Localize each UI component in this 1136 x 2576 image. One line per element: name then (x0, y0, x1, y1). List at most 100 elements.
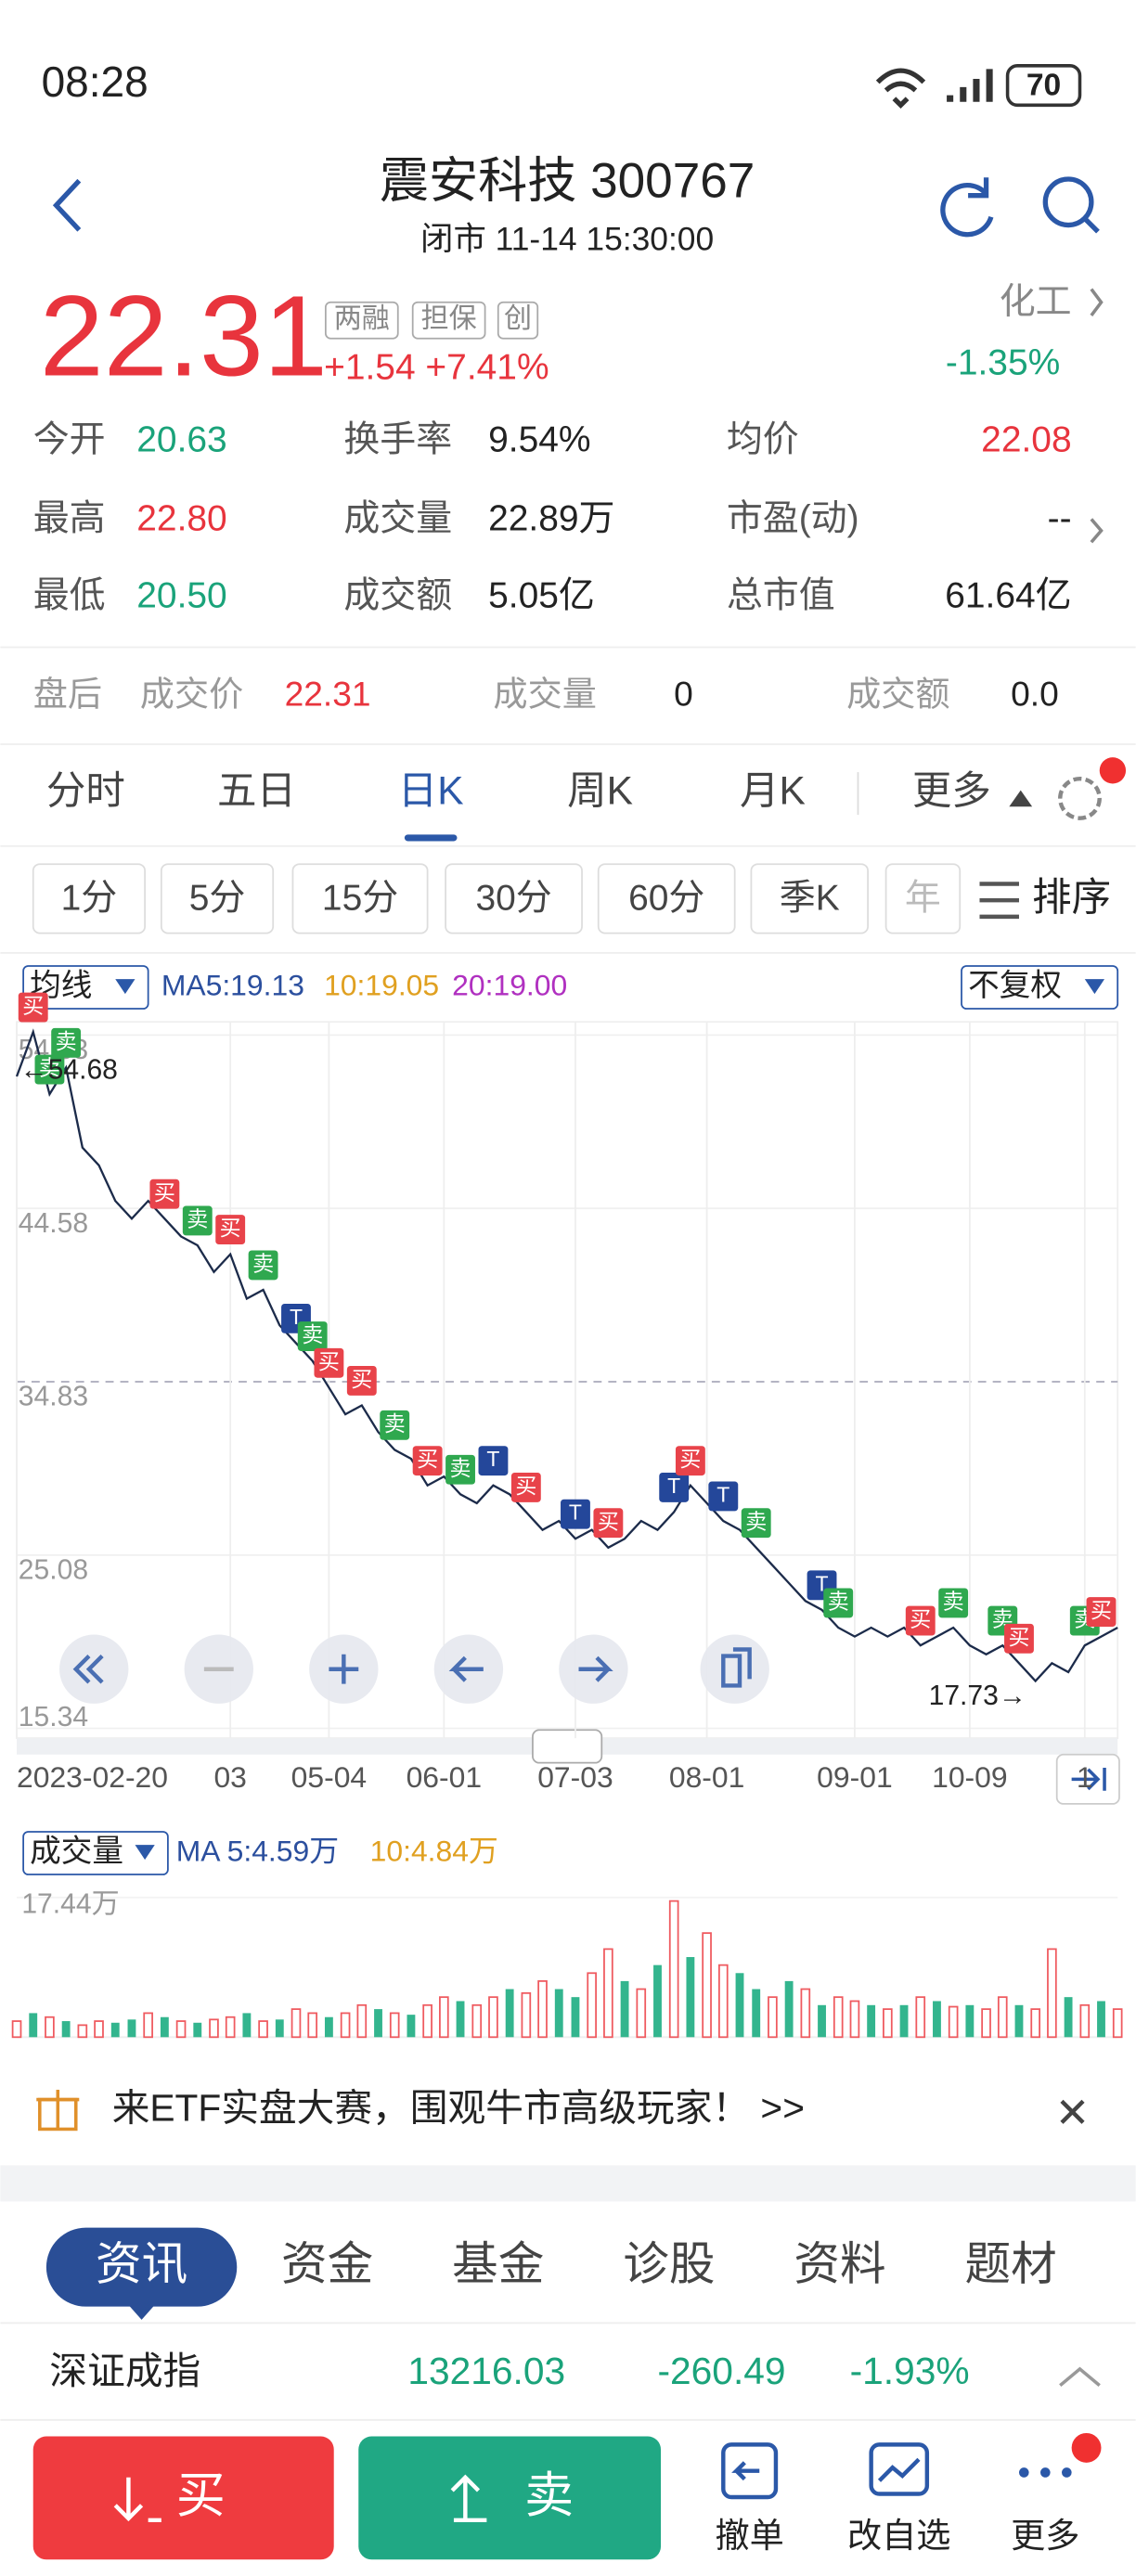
stat-value: 22.08 (981, 420, 1071, 460)
refresh-button[interactable] (940, 177, 994, 238)
trade-marker-label: 卖 (56, 1029, 77, 1053)
trade-marker (314, 1347, 344, 1378)
more-button[interactable]: 更多 (1011, 2516, 1079, 2555)
tab[interactable]: 更多 (912, 769, 991, 813)
trade-marker-label: 买 (1008, 1625, 1029, 1649)
back-button[interactable] (52, 178, 82, 232)
stats-chevron[interactable] (1090, 518, 1104, 544)
period-button[interactable] (884, 863, 962, 934)
volume-bar (997, 1996, 1008, 2039)
volume-bar (439, 1996, 449, 2039)
volume-bar (668, 1900, 679, 2039)
indicator-box[interactable] (22, 965, 149, 1010)
volume-bar (554, 1989, 563, 2038)
adjust-label: 不复权 (968, 968, 1062, 1003)
trade-marker (593, 1508, 624, 1539)
volume-bar (981, 2008, 991, 2039)
more-dot (1062, 2467, 1072, 2478)
banner[interactable] (0, 2061, 1136, 2164)
tab[interactable]: 月K (740, 769, 806, 813)
trade-marker-label: 卖 (450, 1456, 471, 1480)
trade-marker-label: 买 (515, 1474, 536, 1498)
buy-button[interactable] (32, 2436, 334, 2560)
trade-marker-label: 买 (679, 1447, 701, 1471)
y-tick-label: 15.34 (19, 1702, 88, 1732)
volume-bar (225, 2016, 236, 2039)
stat-value: 22.80 (136, 499, 226, 539)
volume-indicator-box[interactable] (22, 1831, 169, 1875)
volume-ma-label: 10:4.84万 (370, 1834, 498, 1867)
trade-marker (510, 1472, 541, 1502)
tab[interactable]: 五日 (217, 769, 296, 813)
after-hours-item: 成交量 (493, 674, 596, 713)
volume-bar (340, 2012, 351, 2039)
info-tab-pill[interactable] (45, 2227, 238, 2307)
chart-control-icon (448, 1655, 484, 1682)
volume-bar (77, 2024, 88, 2039)
search-button[interactable] (1042, 176, 1094, 228)
volume-bar (505, 1989, 514, 2038)
volume-bar (389, 2012, 400, 2039)
collapse-chevron[interactable] (1059, 2366, 1101, 2387)
scroll-handle[interactable] (532, 1729, 603, 1764)
trade-marker-label: 买 (220, 1216, 241, 1240)
sell-icon (450, 2474, 487, 2523)
tag-box (324, 301, 399, 340)
info-tab[interactable]: 资金 (281, 2237, 373, 2289)
ma-label: 10:19.05 (324, 968, 439, 1001)
info-tab[interactable]: 题材 (965, 2237, 1057, 2289)
trade-marker (346, 1366, 377, 1396)
stat-label: 成交额 (343, 576, 452, 616)
sell-button[interactable] (358, 2436, 662, 2560)
chart-control-icon (578, 1655, 613, 1682)
trade-marker-label: 卖 (39, 1056, 60, 1080)
info-tab[interactable]: 资讯 (96, 2237, 187, 2289)
volume-bar (768, 1996, 778, 2039)
trade-marker (51, 1027, 82, 1058)
tab[interactable]: 周K (567, 769, 633, 813)
volume-bar (11, 2020, 22, 2039)
trade-marker-label: 卖 (745, 1509, 767, 1533)
volume-bar (94, 2020, 104, 2039)
trade-marker-label: 买 (318, 1349, 340, 1373)
watch-line (877, 2457, 921, 2482)
trade-marker (215, 1215, 246, 1244)
sector-name[interactable]: 化工 (1000, 282, 1072, 322)
period-button[interactable] (291, 863, 429, 934)
info-tab[interactable]: 资料 (794, 2237, 885, 2289)
volume-bar (356, 2003, 368, 2039)
trade-marker (823, 1588, 854, 1618)
close-banner[interactable] (1060, 2099, 1085, 2124)
chart-control[interactable] (700, 1634, 769, 1704)
tab[interactable]: 分时 (46, 769, 125, 813)
info-tab[interactable]: 基金 (452, 2237, 544, 2289)
info-tab[interactable]: 诊股 (623, 2237, 715, 2289)
volume-bar (686, 1957, 695, 2038)
trade-marker-label: T (569, 1501, 582, 1525)
period-button[interactable] (32, 863, 147, 934)
trade-marker-label: 买 (154, 1180, 175, 1204)
watch-button[interactable]: 改自选 (847, 2516, 950, 2555)
stat-label: 换手率 (343, 420, 452, 460)
volume-bar (603, 1948, 613, 2039)
stat-label: 成交量 (343, 499, 452, 539)
after-hours-value: 0 (674, 674, 693, 713)
cancel-icon (721, 2442, 779, 2500)
trade-marker (412, 1446, 443, 1476)
period-button[interactable] (160, 863, 275, 934)
sort-button[interactable]: 排序 (1032, 876, 1111, 920)
volume-bar (915, 1996, 926, 2039)
chart-control[interactable] (59, 1634, 129, 1704)
tab[interactable]: 日K (398, 769, 464, 813)
adjust-box[interactable] (961, 965, 1119, 1010)
period-button[interactable] (445, 863, 583, 934)
period-button[interactable] (597, 863, 736, 934)
period-button[interactable] (750, 863, 869, 934)
x-tick-label: 03 (213, 1760, 246, 1794)
volume-bar (521, 1991, 532, 2039)
cancel-button[interactable]: 撤单 (715, 2516, 783, 2555)
badge (1071, 2432, 1102, 2463)
volume-bar (1014, 2004, 1024, 2038)
settings-button[interactable] (1058, 776, 1102, 820)
